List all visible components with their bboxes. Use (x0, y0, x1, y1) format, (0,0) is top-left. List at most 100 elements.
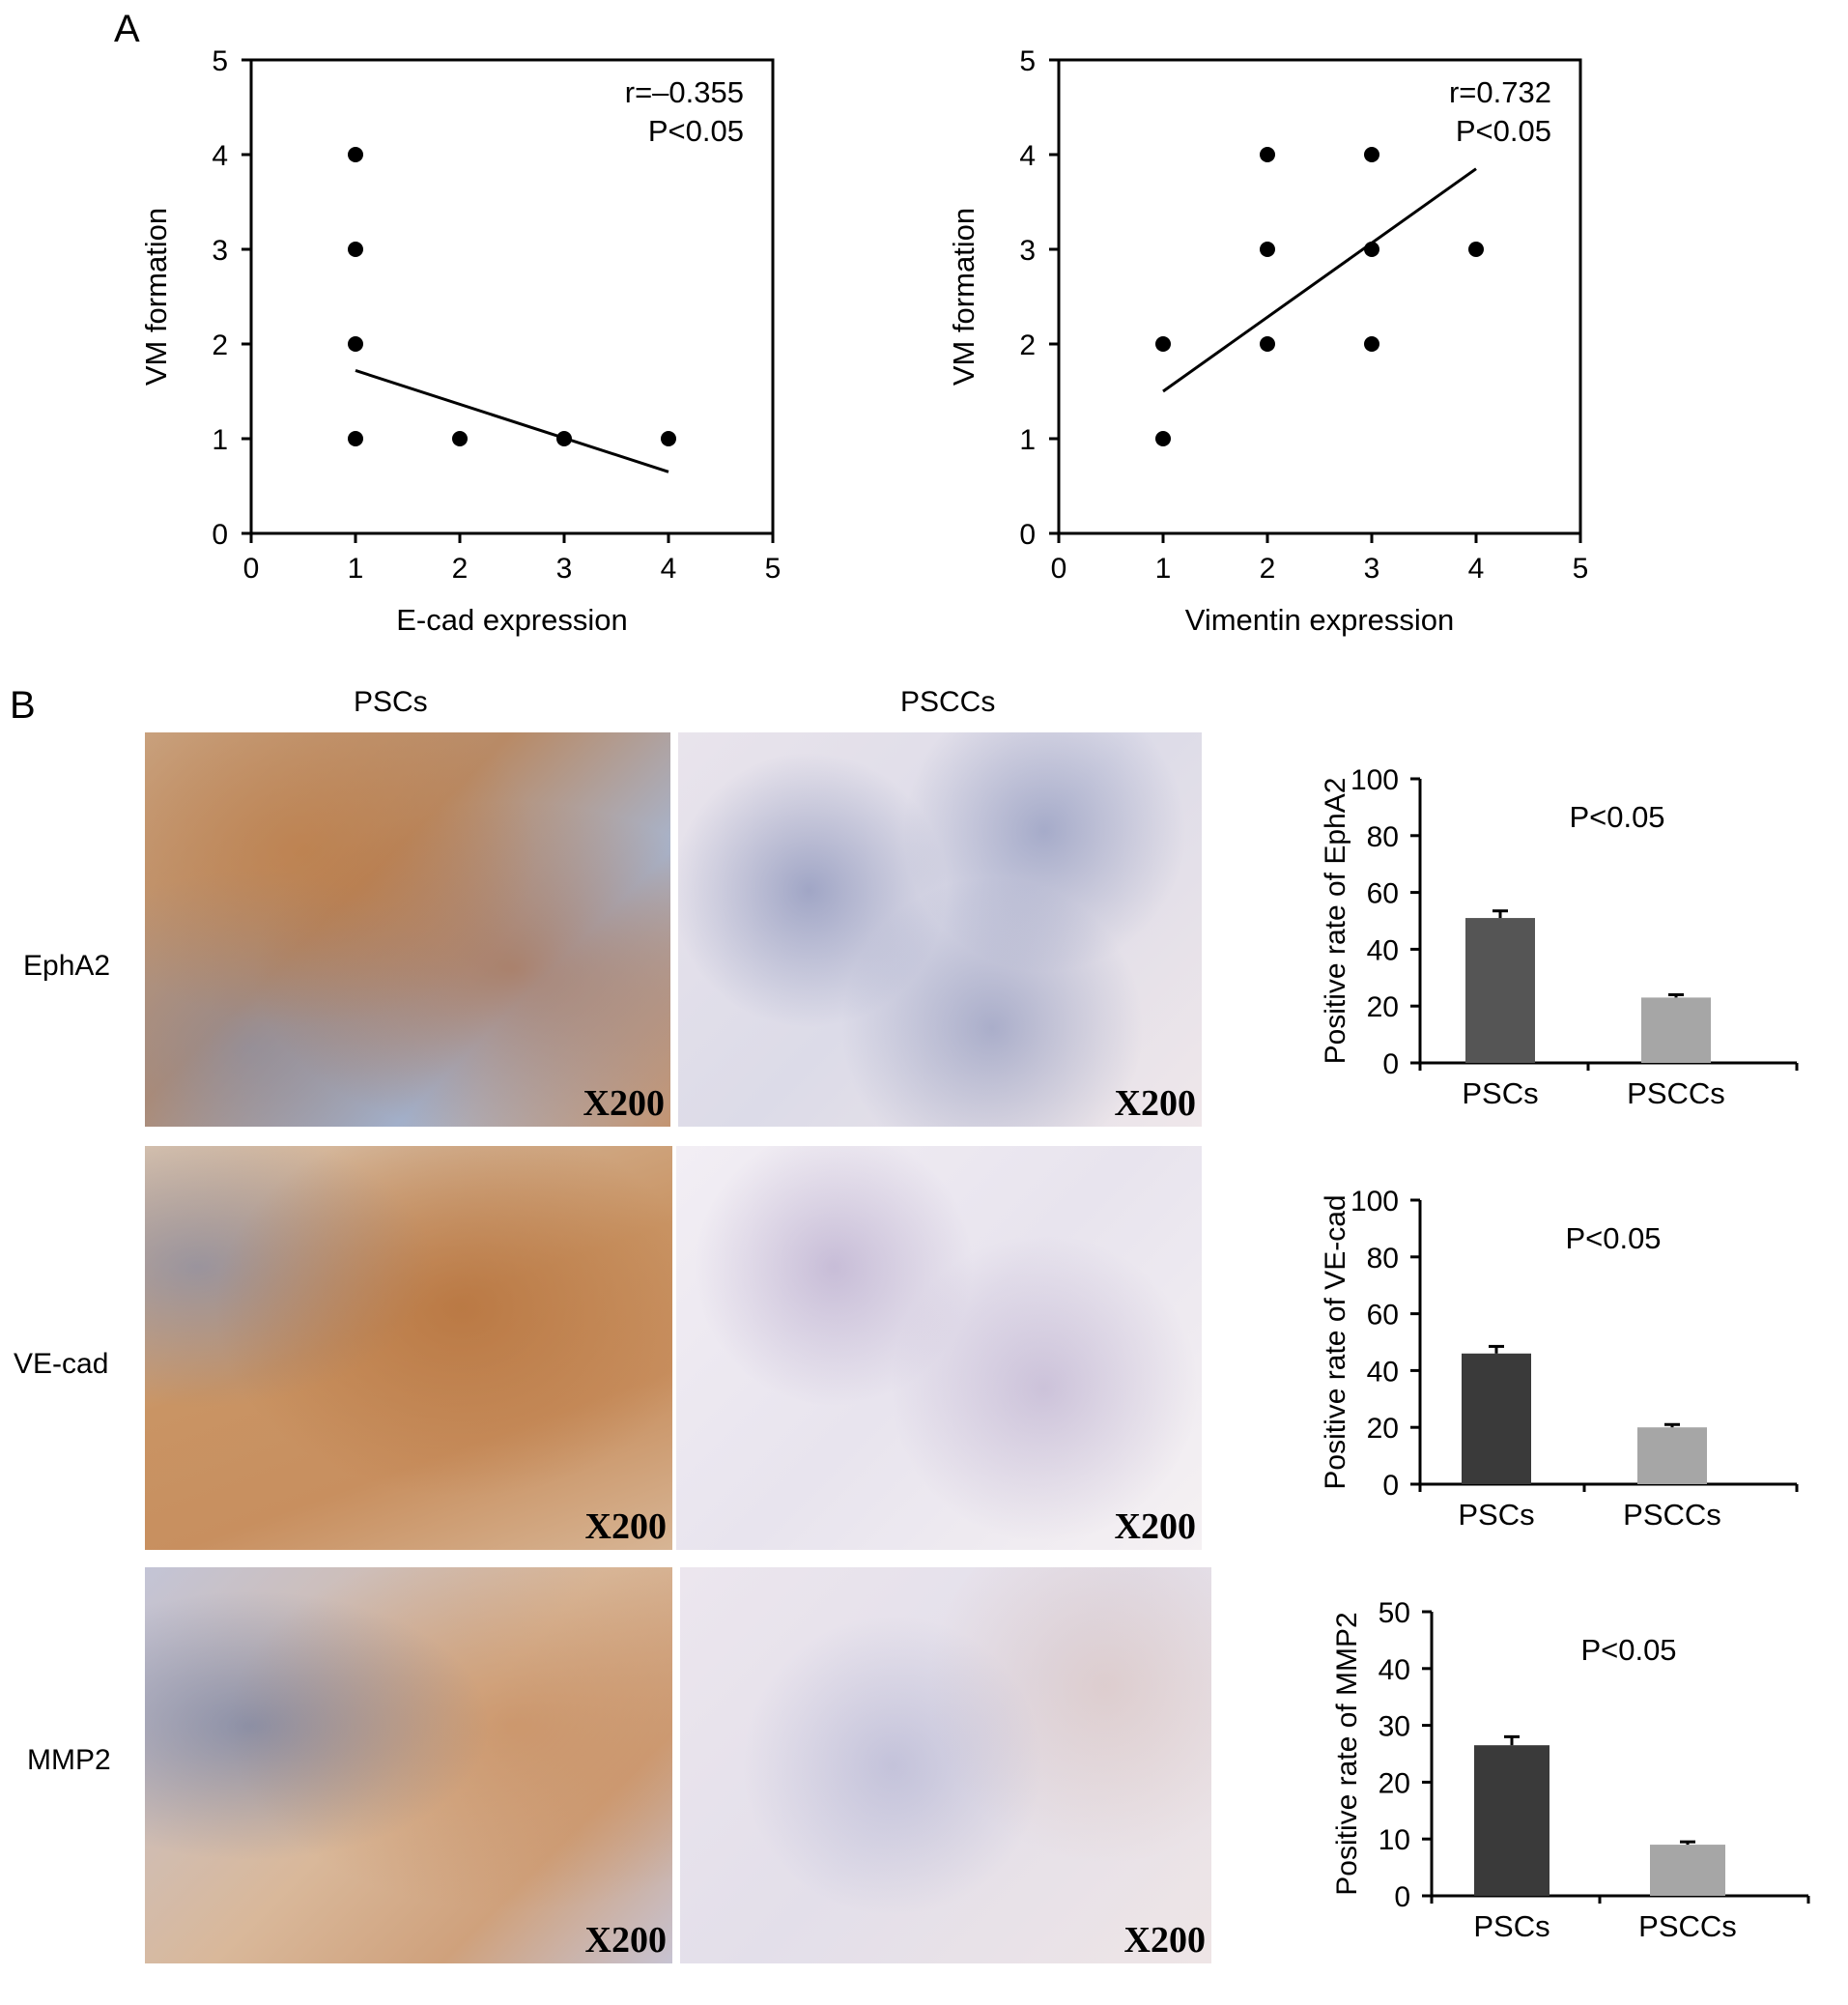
y-tick-label: 60 (1367, 878, 1399, 910)
p-value-label: P<0.05 (648, 114, 744, 148)
p-value-label: P<0.05 (1565, 1221, 1661, 1255)
y-tick-label: 4 (212, 140, 228, 172)
magnification-label: X200 (1123, 1920, 1206, 1961)
column-label-psccs: PSCCs (900, 686, 996, 718)
data-point (348, 336, 363, 352)
data-point (348, 147, 363, 162)
y-tick-label: 20 (1379, 1767, 1410, 1799)
data-point (452, 431, 468, 446)
x-axis-label: E-cad expression (396, 603, 628, 637)
micrograph-mmp2-psccs: X200 (680, 1567, 1211, 1963)
y-axis-label: Positive rate of MMP2 (1331, 1612, 1363, 1895)
row-label-ve-cad: VE-cad (14, 1348, 109, 1380)
category-label: PSCCs (1623, 1498, 1721, 1532)
x-tick-label: 0 (1051, 553, 1067, 585)
y-tick-label: 5 (1019, 45, 1036, 77)
micrograph-mmp2-pscs: X200 (145, 1567, 672, 1963)
x-tick-label: 4 (661, 553, 677, 585)
x-tick-label: 2 (452, 553, 469, 585)
bar-psccs (1641, 997, 1711, 1063)
x-tick-label: 0 (243, 553, 260, 585)
y-axis-label: VM formation (947, 208, 981, 386)
data-point (1364, 147, 1379, 162)
row-label-mmp2: MMP2 (27, 1744, 111, 1776)
x-axis-label: Vimentin expression (1185, 603, 1455, 637)
data-point (1260, 242, 1275, 257)
x-tick-label: 1 (1155, 553, 1172, 585)
bar-chart-1: 0 20 40 60 80 100 PSCs PSCCs Positive rate of Ep… (1320, 764, 1799, 1110)
magnification-label: X200 (1114, 1506, 1196, 1547)
y-tick-label: 1 (212, 424, 228, 456)
panel-label-a: A (114, 8, 140, 50)
bar-chart-3: 0 10 20 30 40 50 PSCs PSCCs Positive rate of MMP… (1331, 1597, 1810, 1943)
x-tick-label: 4 (1468, 553, 1485, 585)
y-tick-label: 20 (1367, 1413, 1399, 1445)
category-label: PSCCs (1627, 1076, 1725, 1110)
category-label: PSCs (1473, 1909, 1549, 1943)
y-tick-label: 50 (1379, 1597, 1410, 1629)
y-tick-label: 40 (1367, 934, 1399, 966)
magnification-label: X200 (1114, 1083, 1196, 1124)
micrograph-ve-cad-pscs: X200 (145, 1146, 672, 1550)
y-tick-label: 2 (212, 329, 228, 361)
bar-pscs (1462, 1353, 1531, 1484)
y-tick-label: 0 (1382, 1470, 1399, 1502)
data-point (348, 242, 363, 257)
column-label-pscs: PSCs (354, 686, 428, 718)
magnification-label: X200 (583, 1083, 665, 1124)
x-tick-label: 5 (1573, 553, 1589, 585)
y-tick-label: 10 (1379, 1824, 1410, 1856)
y-tick-label: 0 (1019, 519, 1036, 551)
y-tick-label: 4 (1019, 140, 1036, 172)
x-tick-label: 5 (765, 553, 782, 585)
y-tick-label: 80 (1367, 821, 1399, 853)
y-tick-label: 30 (1379, 1711, 1410, 1743)
regression-line (355, 369, 669, 473)
data-point (1155, 431, 1171, 446)
y-tick-label: 1 (1019, 424, 1036, 456)
data-point (1364, 336, 1379, 352)
y-axis-label: VM formation (139, 208, 173, 386)
category-label: PSCCs (1638, 1909, 1737, 1943)
bar-chart-2: 0 20 40 60 80 100 PSCs PSCCs Positive rate of VE… (1320, 1186, 1799, 1532)
y-tick-label: 0 (1394, 1881, 1410, 1913)
bar-psccs (1650, 1845, 1725, 1896)
magnification-label: X200 (584, 1506, 667, 1547)
y-tick-label: 100 (1350, 764, 1399, 796)
y-tick-label: 20 (1367, 991, 1399, 1023)
y-tick-label: 40 (1379, 1654, 1410, 1686)
y-tick-label: 5 (212, 45, 228, 77)
data-point (1260, 147, 1275, 162)
plot-frame (1057, 58, 1582, 535)
bar-pscs (1465, 918, 1535, 1063)
micrograph-epha2-psccs: X200 (678, 732, 1202, 1127)
scatter-chart-1: 0 1 2 3 4 5 0 1 2 3 4 5 E-cad expression VM formation… (139, 45, 781, 637)
y-tick-label: 60 (1367, 1300, 1399, 1332)
p-value-label: P<0.05 (1456, 114, 1551, 148)
y-tick-label: 3 (1019, 235, 1036, 267)
y-axis-label: Positive rate of VE-cad (1320, 1194, 1351, 1489)
data-point (1468, 242, 1484, 257)
y-tick-label: 100 (1350, 1186, 1399, 1217)
p-value-label: P<0.05 (1580, 1633, 1676, 1667)
y-tick-label: 0 (1382, 1048, 1399, 1080)
y-tick-label: 80 (1367, 1243, 1399, 1275)
p-value-label: P<0.05 (1569, 800, 1664, 834)
micrograph-epha2-pscs: X200 (145, 732, 670, 1127)
magnification-label: X200 (584, 1920, 667, 1961)
x-tick-label: 3 (1364, 553, 1380, 585)
correlation-r-label: r=–0.355 (625, 75, 744, 109)
y-tick-label: 2 (1019, 329, 1036, 361)
x-tick-label: 3 (556, 553, 573, 585)
row-label-epha2: EphA2 (23, 950, 111, 982)
plot-frame (249, 58, 775, 535)
micrograph-ve-cad-psccs: X200 (676, 1146, 1202, 1550)
scatter-chart-2: 0 1 2 3 4 5 0 1 2 3 4 5 Vimentin expression VM format… (947, 45, 1588, 637)
x-tick-label: 1 (348, 553, 364, 585)
y-tick-label: 40 (1367, 1356, 1399, 1388)
data-point (348, 431, 363, 446)
bar-pscs (1474, 1745, 1549, 1896)
data-point (661, 431, 676, 446)
data-point (1155, 336, 1171, 352)
